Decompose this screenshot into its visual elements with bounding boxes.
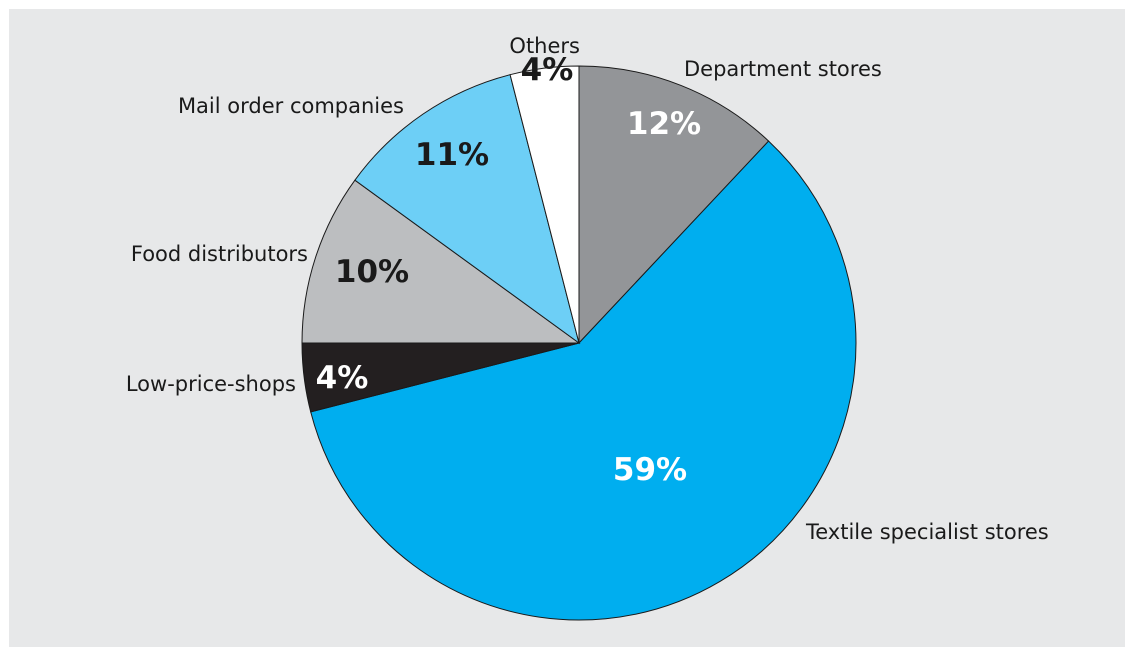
pie-slice-food-distributors — [301, 179, 581, 344]
pie-value-label-low-price-shops: 4% — [316, 360, 369, 396]
pie-slice-mail-order-companies — [354, 74, 580, 345]
pie-category-labels: Department stores Textile specialist stor… — [126, 34, 1049, 544]
pie-slices — [301, 65, 857, 621]
pie-category-label-mail-order-companies: Mail order companies — [178, 94, 404, 118]
pie-category-label-low-price-shops: Low-price-shops — [126, 372, 296, 396]
pie-category-label-textile-specialist-stores: Textile specialist stores — [805, 520, 1049, 544]
pie-slice-department-stores — [578, 65, 770, 345]
pie-value-labels: 12% 59% 4% 10% 11% 4% — [316, 52, 701, 488]
pie-slice-others — [509, 65, 580, 344]
pie-value-label-others: 4% — [521, 52, 574, 88]
pie-value-label-textile-specialist-stores: 59% — [613, 452, 687, 488]
pie-category-label-others: Others — [509, 34, 580, 58]
pie-value-label-department-stores: 12% — [627, 106, 701, 142]
pie-category-label-food-distributors: Food distributors — [131, 242, 308, 266]
pie-slice-textile-specialist-stores — [310, 140, 857, 621]
pie-value-label-food-distributors: 10% — [335, 254, 409, 290]
pie-value-label-mail-order-companies: 11% — [415, 137, 489, 173]
pie-category-label-department-stores: Department stores — [684, 57, 882, 81]
